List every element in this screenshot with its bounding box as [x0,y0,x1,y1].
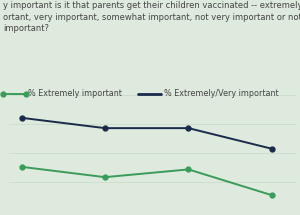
Text: y important is it that parents get their children vaccinated -- extremely
ortant: y important is it that parents get their… [3,1,300,33]
Text: % Extremely important: % Extremely important [28,89,122,98]
Text: % Extremely/Very important: % Extremely/Very important [164,89,278,98]
